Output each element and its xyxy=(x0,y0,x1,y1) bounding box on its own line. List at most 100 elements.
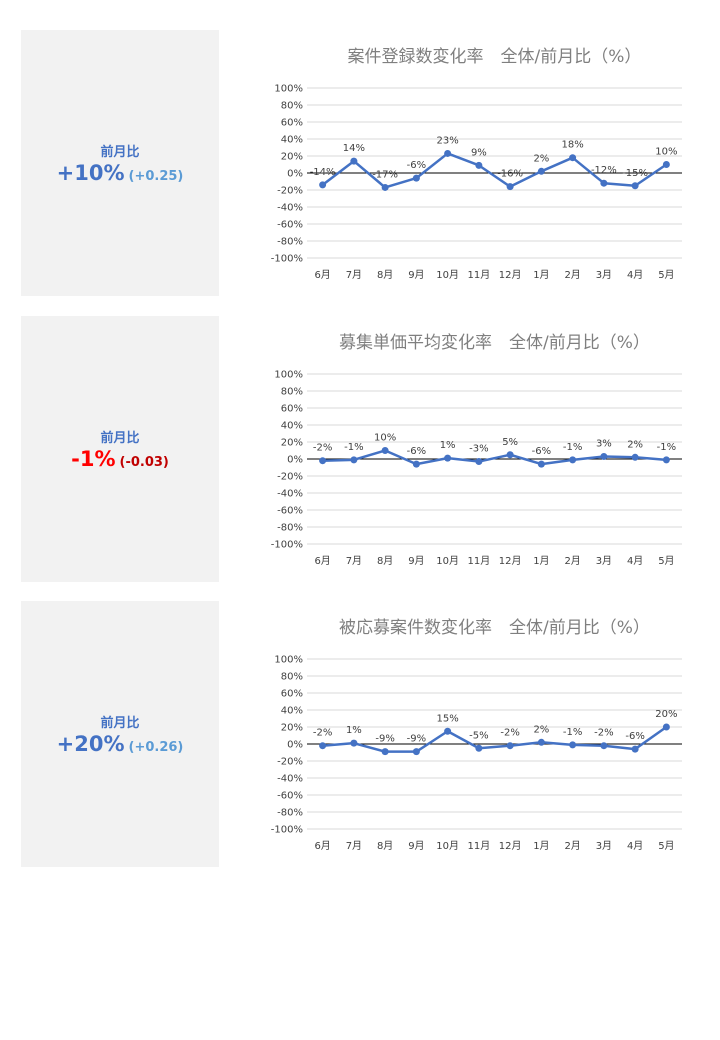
x-tick-label: 7月 xyxy=(346,840,362,852)
data-label: -14% xyxy=(310,167,336,178)
x-tick-label: 2月 xyxy=(564,269,580,281)
data-point xyxy=(506,183,514,191)
data-point xyxy=(506,742,514,750)
x-tick-label: 8月 xyxy=(377,840,393,852)
data-label: -9% xyxy=(375,734,394,745)
data-point xyxy=(631,182,639,190)
x-tick-label: 5月 xyxy=(658,269,674,281)
y-tick-label: -60% xyxy=(277,506,303,517)
kpi-delta: (-0.03) xyxy=(119,454,169,470)
chart-title: 被応募案件数変化率 全体/前月比（%） xyxy=(339,618,650,638)
data-label: -17% xyxy=(372,169,398,180)
data-label: -2% xyxy=(594,728,613,739)
y-tick-label: 80% xyxy=(281,101,303,112)
y-tick-label: -100% xyxy=(271,540,303,551)
data-label: -1% xyxy=(563,442,582,453)
data-point xyxy=(381,183,389,191)
y-tick-label: 80% xyxy=(281,672,303,683)
y-tick-label: 100% xyxy=(274,84,303,95)
line-chart: 被応募案件数変化率 全体/前月比（%） 100% 80% 60% 40% 20% 0% -20… xyxy=(251,601,701,867)
x-tick-label: 11月 xyxy=(468,555,491,567)
y-tick-label: 80% xyxy=(281,387,303,398)
line-chart: 募集単価平均変化率 全体/前月比（%） 100% 80% 60% 40% 20% 0% -20… xyxy=(251,316,701,582)
x-tick-label: 2月 xyxy=(564,555,580,567)
data-label: 23% xyxy=(437,135,459,146)
data-label: 14% xyxy=(343,143,365,154)
y-tick-label: -20% xyxy=(277,757,303,768)
data-label: 1% xyxy=(440,440,456,451)
y-tick-label: 0% xyxy=(287,169,303,180)
x-tick-label: 8月 xyxy=(377,269,393,281)
data-label: 10% xyxy=(655,147,677,158)
data-point xyxy=(412,748,420,756)
data-point xyxy=(475,161,483,169)
data-label: -12% xyxy=(591,165,617,176)
x-tick-label: 4月 xyxy=(627,555,643,567)
y-tick-label: -20% xyxy=(277,186,303,197)
data-point xyxy=(631,745,639,753)
x-tick-label: 10月 xyxy=(436,555,459,567)
x-tick-label: 8月 xyxy=(377,555,393,567)
x-tick-label: 5月 xyxy=(658,840,674,852)
chart-title: 案件登録数変化率 全体/前月比（%） xyxy=(348,47,642,67)
data-label: -1% xyxy=(344,442,363,453)
data-point xyxy=(444,727,452,735)
y-tick-label: 60% xyxy=(281,404,303,415)
y-tick-label: -40% xyxy=(277,203,303,214)
data-point xyxy=(381,748,389,756)
panel-applications: 前月比 +20% (+0.26) 被応募案件数変化率 全体/前月比（%） 100% 8… xyxy=(21,601,701,867)
data-label: -5% xyxy=(469,730,488,741)
x-tick-label: 3月 xyxy=(596,269,612,281)
y-tick-label: 100% xyxy=(274,655,303,666)
kpi-delta: (+0.26) xyxy=(128,739,184,755)
y-tick-label: -100% xyxy=(271,825,303,836)
line-chart: 案件登録数変化率 全体/前月比（%） 100% 80% 60% 40% 20% 0% -20%… xyxy=(251,30,701,296)
kpi-label: 前月比 xyxy=(100,715,140,731)
x-tick-label: 12月 xyxy=(499,555,522,567)
x-tick-label: 9月 xyxy=(408,555,424,567)
x-tick-label: 6月 xyxy=(314,555,330,567)
data-label: 2% xyxy=(533,724,549,735)
x-tick-label: 5月 xyxy=(658,555,674,567)
x-tick-label: 10月 xyxy=(436,840,459,852)
x-tick-label: 4月 xyxy=(627,840,643,852)
chart-svg: 被応募案件数変化率 全体/前月比（%） 100% 80% 60% 40% 20% 0% -20… xyxy=(271,618,682,852)
y-tick-label: -80% xyxy=(277,237,303,248)
x-tick-label: 3月 xyxy=(596,555,612,567)
data-point xyxy=(569,154,577,162)
y-tick-label: 0% xyxy=(287,455,303,466)
data-label: 3% xyxy=(596,438,612,449)
data-point xyxy=(506,451,514,459)
x-tick-label: 7月 xyxy=(346,269,362,281)
data-label: -6% xyxy=(407,446,426,457)
y-tick-label: -80% xyxy=(277,808,303,819)
data-point xyxy=(444,454,452,462)
data-label: 5% xyxy=(502,437,518,448)
data-label: -6% xyxy=(407,160,426,171)
y-tick-label: 100% xyxy=(274,370,303,381)
data-label: -6% xyxy=(532,446,551,457)
data-point xyxy=(444,149,452,157)
y-tick-label: -80% xyxy=(277,523,303,534)
series-line xyxy=(321,152,668,189)
data-label: -2% xyxy=(313,728,332,739)
data-point xyxy=(475,744,483,752)
kpi-value: -1% xyxy=(71,446,116,471)
data-point xyxy=(662,161,670,168)
x-tick-label: 6月 xyxy=(314,269,330,281)
kpi-card: 前月比 +20% (+0.26) xyxy=(21,601,219,867)
data-point xyxy=(350,739,358,747)
data-label: 1% xyxy=(346,725,362,736)
chart-svg: 募集単価平均変化率 全体/前月比（%） 100% 80% 60% 40% 20% 0% -20… xyxy=(271,333,682,567)
data-point xyxy=(350,157,358,165)
data-point xyxy=(412,174,420,182)
data-label: -6% xyxy=(625,731,644,742)
x-tick-label: 12月 xyxy=(499,840,522,852)
y-tick-label: 60% xyxy=(281,689,303,700)
data-point xyxy=(569,456,577,464)
kpi-value: +20% xyxy=(56,731,125,756)
data-point xyxy=(537,167,545,175)
kpi-card: 前月比 -1% (-0.03) xyxy=(21,316,219,582)
x-tick-label: 6月 xyxy=(314,840,330,852)
kpi-label: 前月比 xyxy=(100,144,140,160)
